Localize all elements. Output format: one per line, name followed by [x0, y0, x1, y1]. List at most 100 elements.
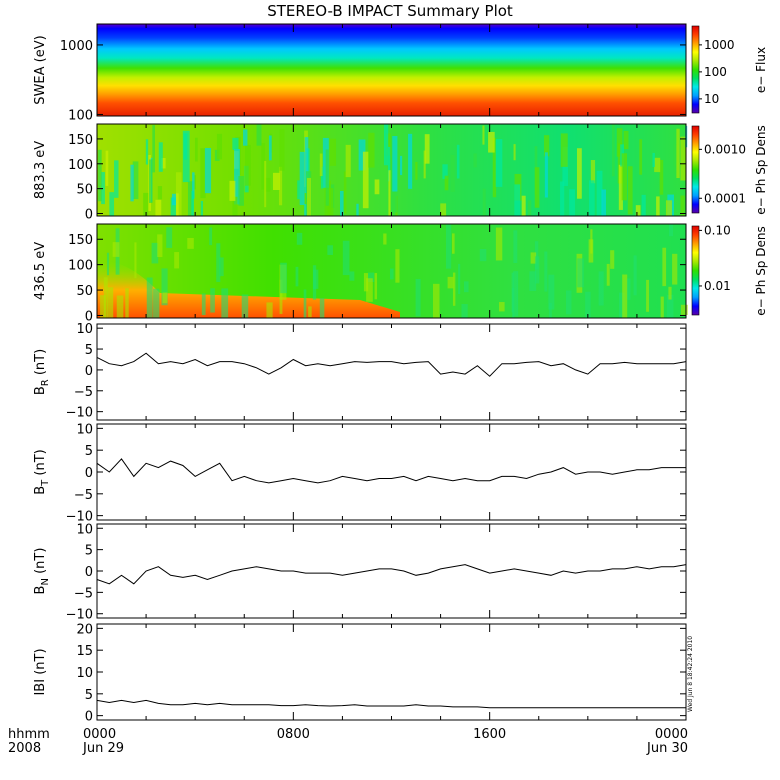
- spectrogram-streak: [304, 137, 309, 194]
- colorbar-label: e− Ph Sp Dens: [754, 125, 768, 214]
- spectrogram-streak: [432, 283, 440, 318]
- spectrogram-streak: [499, 302, 505, 312]
- spectrogram-streak: [534, 241, 539, 270]
- swea-spectrogram: [97, 24, 686, 116]
- spectrogram-streak: [125, 288, 129, 318]
- spectrogram-streak: [576, 148, 582, 199]
- spectrogram-streak: [187, 181, 194, 216]
- spectrogram-streak: [166, 227, 173, 248]
- spectrogram-streak: [264, 177, 271, 192]
- spectrogram-streak: [543, 135, 550, 157]
- spectrogram-streak: [659, 159, 664, 195]
- y-tick-label: 0: [85, 364, 93, 379]
- spectrogram-streak: [174, 252, 180, 269]
- spectrogram-streak: [256, 124, 262, 146]
- spectrogram-streak: [495, 227, 503, 261]
- spectrogram-streak: [590, 160, 596, 184]
- spectrogram-streak: [193, 175, 196, 190]
- spectrogram-streak: [112, 242, 120, 257]
- spectrogram-streak: [209, 227, 213, 246]
- y-axis-label-p3: BR (nT): [33, 349, 51, 395]
- spectrogram-streak: [513, 271, 519, 317]
- spectrogram-streak: [261, 143, 266, 190]
- spectrogram-streak: [588, 239, 594, 263]
- spectrogram-streak: [264, 160, 267, 208]
- spectrogram-streak: [492, 137, 497, 198]
- spectrogram-streak: [529, 271, 537, 292]
- spectrogram-streak: [339, 190, 344, 216]
- spectrogram-streak: [392, 136, 398, 192]
- spectrogram-streak: [200, 148, 206, 199]
- spectrogram-streak: [482, 125, 485, 145]
- spectrogram-streak: [325, 149, 329, 206]
- spectrogram-streak: [652, 152, 655, 168]
- spectrogram-streak: [596, 170, 603, 216]
- spectrogram-streak: [680, 195, 685, 216]
- spectrogram-streak: [374, 273, 378, 300]
- spectrogram-streak: [343, 171, 347, 214]
- spectrogram-streak: [611, 124, 615, 177]
- y-tick-label: −10: [66, 510, 93, 525]
- spectrogram-streak: [482, 188, 486, 216]
- y-tick-label: 150: [68, 133, 93, 148]
- colorbar-tick-label: 0.01: [704, 279, 731, 293]
- spectrogram-streak: [646, 279, 649, 312]
- spectrogram-streak: [358, 139, 366, 171]
- spectrogram-streak: [424, 134, 430, 164]
- spectrogram-streak: [106, 252, 110, 276]
- field-series-line: [96, 458, 686, 484]
- spectrogram-streak: [327, 245, 333, 255]
- spectrogram-streak: [342, 240, 350, 276]
- spectrogram-streak: [662, 247, 667, 287]
- spectrogram-streak: [461, 304, 468, 318]
- spectrogram-streak: [100, 295, 106, 318]
- spectrogram-streak: [383, 233, 387, 245]
- spectrogram-streak: [143, 192, 149, 216]
- y-tick-label: 15: [76, 644, 93, 659]
- colorbar-label: e− Flux: [754, 47, 768, 93]
- spectrogram-streak: [415, 278, 421, 317]
- spectrogram-streak: [194, 137, 198, 162]
- spectrogram-streak: [549, 302, 552, 318]
- spectrogram-streak: [152, 125, 156, 173]
- y-axis-label-p4: BT (nT): [33, 449, 51, 495]
- spectrogram-streak: [660, 296, 664, 318]
- spectrogram-streak: [513, 230, 518, 264]
- y-tick-label: 10: [76, 522, 93, 537]
- spectrogram-streak: [598, 271, 604, 306]
- field-series-line: [96, 352, 687, 377]
- spectrogram-streak: [383, 124, 389, 166]
- spectrogram-streak: [639, 139, 643, 175]
- spectrogram-streak: [307, 177, 312, 216]
- spectrogram-streak: [157, 234, 163, 258]
- spectrogram-streak: [408, 133, 413, 189]
- colorbar-tick-label: 0.10: [704, 223, 731, 237]
- spectrogram-streak: [221, 288, 229, 318]
- spectrogram-streak: [440, 203, 447, 216]
- y-tick-label: 5: [85, 544, 93, 559]
- spectrogram-streak: [245, 144, 251, 186]
- spectrogram-streak: [238, 175, 244, 206]
- x-tick-label: 0800: [277, 727, 310, 742]
- y-tick-label: 5: [85, 343, 93, 358]
- y-tick-label: 1000: [60, 39, 93, 54]
- spectrogram-streak: [668, 286, 672, 300]
- spectrogram-streak: [673, 144, 679, 167]
- spectrogram-streak: [495, 139, 503, 187]
- spectrogram-streak: [479, 248, 487, 262]
- spectrogram-streak: [266, 302, 273, 318]
- x-tick-label: 0000: [83, 727, 116, 742]
- spectrogram-streak: [278, 166, 283, 206]
- y-label-unit: (nT): [33, 349, 48, 379]
- y-tick-label: 50: [76, 183, 93, 198]
- spectrogram-streak: [368, 132, 375, 168]
- spectrogram-streak: [272, 172, 280, 191]
- plot-title: STEREO-B IMPACT Summary Plot: [267, 2, 513, 20]
- spectrogram-streak: [665, 200, 672, 216]
- spectrogram-streak: [656, 196, 660, 216]
- spectrogram-streak: [132, 161, 139, 200]
- spectrogram-streak: [569, 189, 575, 216]
- spectrogram-streak: [616, 128, 623, 157]
